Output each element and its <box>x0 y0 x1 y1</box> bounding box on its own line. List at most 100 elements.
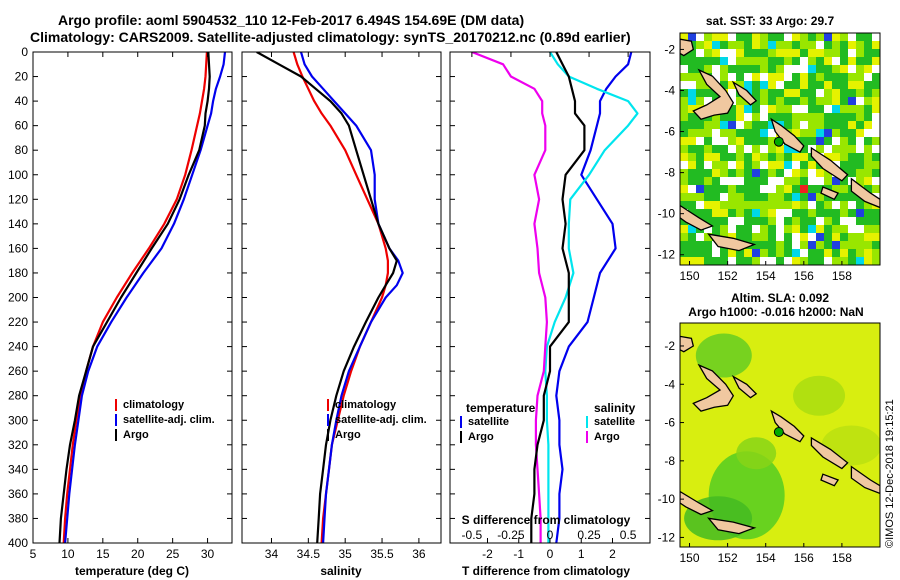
sst-map-cell <box>848 57 856 65</box>
sla-map-land <box>731 374 758 399</box>
sst-map-cell <box>688 193 696 201</box>
sst-map-cell <box>792 89 800 97</box>
diff-xtick2-label: 0 <box>547 528 554 542</box>
sst-map-cell <box>712 65 720 73</box>
sst-map-cell <box>856 145 864 153</box>
sst-map-cell <box>776 81 784 89</box>
sst-map-cell <box>840 65 848 73</box>
sla-map-field <box>680 323 880 547</box>
sst-map-cell <box>872 113 880 121</box>
temp-xtick-label: 25 <box>166 547 180 561</box>
sst-map-cell <box>712 161 720 169</box>
sst-map-cell <box>840 257 848 265</box>
diff-series-s-satellite <box>544 52 639 543</box>
sst-map-cell <box>752 161 760 169</box>
sst-map-cell <box>776 209 784 217</box>
sst-map-cell <box>752 73 760 81</box>
sst-map-cell <box>752 225 760 233</box>
sst-map-cell <box>816 113 824 121</box>
sst-map-cell <box>784 89 792 97</box>
sla-map-xtick-label: 156 <box>794 551 814 565</box>
sla-map-land <box>850 465 880 495</box>
sst-map-cell <box>832 145 840 153</box>
sst-map-cell <box>792 193 800 201</box>
sla-map-title: Altim. SLA: 0.092 <box>731 291 829 305</box>
sal-series-climatology <box>292 52 389 543</box>
sst-map-cell <box>864 73 872 81</box>
sst-map-cell <box>768 177 776 185</box>
diff-xlabel: T difference from climatology <box>462 564 630 578</box>
sst-map-cell <box>776 65 784 73</box>
sst-map-cell <box>856 65 864 73</box>
sst-map-ytick-label: -2 <box>664 42 675 56</box>
depth-tick-label: 20 <box>15 70 29 84</box>
sst-map-cell <box>680 137 688 145</box>
sst-map-cell <box>840 137 848 145</box>
sst-map-cell <box>872 161 880 169</box>
sst-map-cell <box>760 257 768 265</box>
sst-map-cell <box>720 201 728 209</box>
sst-map-cell <box>712 113 720 121</box>
sst-map-cell <box>752 257 760 265</box>
sst-map-cell <box>680 97 688 105</box>
sst-map-cell <box>840 249 848 257</box>
sst-map-cell <box>736 137 744 145</box>
sst-map-cell <box>760 33 768 41</box>
sst-map-cell <box>792 257 800 265</box>
sst-map-cell <box>680 33 688 41</box>
depth-tick-label: 80 <box>15 143 29 157</box>
sst-map-cell <box>704 121 712 129</box>
sst-map-cell <box>688 225 696 233</box>
temp-legend-label: satellite-adj. clim. <box>123 414 215 426</box>
sst-map-cell <box>688 185 696 193</box>
sst-map-cell <box>760 201 768 209</box>
sst-map-cell <box>816 33 824 41</box>
sal-series-satellite-adj-clim- <box>299 52 404 543</box>
sst-map-cell <box>736 193 744 201</box>
sst-map-cell <box>768 169 776 177</box>
sst-map-cell <box>784 73 792 81</box>
sst-map-cell <box>800 121 808 129</box>
sst-map-cell <box>792 33 800 41</box>
sst-map-cell <box>768 209 776 217</box>
sst-map-cell <box>744 249 752 257</box>
sst-map-cell <box>816 233 824 241</box>
sst-map-land <box>810 146 849 182</box>
sst-map-cell <box>856 89 864 97</box>
sst-map-cell <box>760 129 768 137</box>
depth-tick-label: 0 <box>21 45 28 59</box>
sst-map-cell <box>680 177 688 185</box>
sal-legend-label: climatology <box>335 399 397 411</box>
sst-map-cell <box>728 225 736 233</box>
sst-map-cell <box>720 209 728 217</box>
sst-map-cell <box>824 57 832 65</box>
sst-map-cell <box>704 41 712 49</box>
sst-map-cell <box>792 177 800 185</box>
sst-map-cell <box>696 73 704 81</box>
sst-map-cell <box>840 33 848 41</box>
sla-map-land <box>680 335 695 353</box>
sst-map-cell <box>752 145 760 153</box>
sst-map-cell <box>864 257 872 265</box>
sst-map-cell <box>768 41 776 49</box>
temp-xtick-label: 20 <box>131 547 145 561</box>
sla-argo-marker <box>773 427 784 438</box>
sst-map-cell <box>760 41 768 49</box>
axis-labels: temperature (deg C) salinity T differenc… <box>75 14 864 578</box>
sst-map-cell <box>744 201 752 209</box>
sst-map-land <box>680 38 695 57</box>
depth-tick-label: 280 <box>8 389 28 403</box>
sst-map-land <box>820 186 840 201</box>
sst-map-cell <box>840 209 848 217</box>
sst-map-cell <box>824 33 832 41</box>
sst-map-cell <box>712 201 720 209</box>
temp-legend-label: Argo <box>123 429 149 441</box>
sst-map-cell <box>768 73 776 81</box>
sst-map-cell <box>816 121 824 129</box>
sst-map-cell <box>808 177 816 185</box>
sla-map-subtitle: Argo h1000: -0.016 h2000: NaN <box>688 305 863 319</box>
sst-map-cell <box>776 153 784 161</box>
sst-map-cell <box>864 201 872 209</box>
sst-map-cell <box>792 217 800 225</box>
temp-series-satellite-adj-clim- <box>64 52 227 543</box>
